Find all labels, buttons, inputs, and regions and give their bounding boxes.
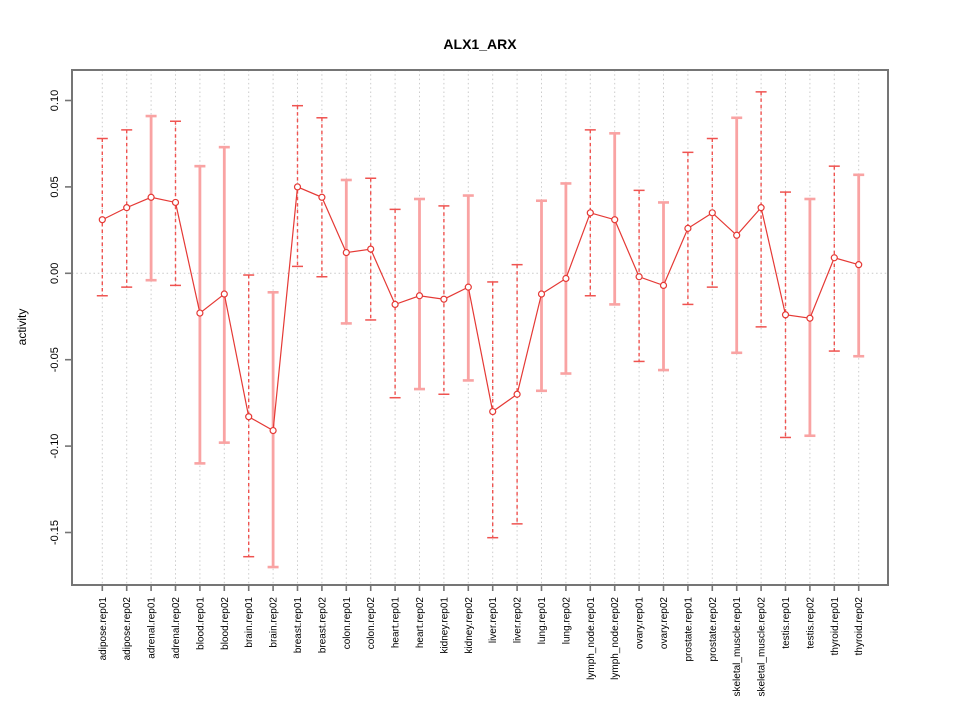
x-tick-label: breast.rep01 xyxy=(293,597,304,654)
data-point xyxy=(318,193,326,201)
data-point xyxy=(269,426,277,435)
x-tick-label: kidney.rep02 xyxy=(464,597,475,654)
x-tick-label: colon.rep01 xyxy=(342,597,353,650)
x-tick-label: testis.rep01 xyxy=(781,597,792,649)
data-point xyxy=(635,273,643,281)
data-point xyxy=(757,204,765,212)
x-tick-label: brain.rep01 xyxy=(244,597,255,648)
y-tick-label: 0.05 xyxy=(49,176,61,197)
x-tick-label: lung.rep01 xyxy=(537,597,548,645)
data-point xyxy=(391,300,399,309)
x-tick-label: lymph_node.rep02 xyxy=(610,597,621,680)
x-tick-label: kidney.rep01 xyxy=(439,597,450,654)
data-point xyxy=(611,216,619,224)
x-tick-label: blood.rep02 xyxy=(220,597,231,650)
x-tick-label: lung.rep02 xyxy=(561,597,572,645)
chart-title: ALX1_ARX xyxy=(443,36,517,52)
x-tick-label: heart.rep01 xyxy=(391,597,402,649)
data-point xyxy=(806,314,814,322)
x-tick-label: adrenal.rep02 xyxy=(171,597,182,659)
x-tick-label: liver.rep01 xyxy=(488,597,499,644)
data-point xyxy=(733,231,741,239)
data-point xyxy=(440,295,448,303)
y-tick-label: -0.15 xyxy=(49,520,61,545)
x-tick-label: ovary.rep01 xyxy=(635,597,646,650)
x-tick-label: lymph_node.rep01 xyxy=(586,597,597,680)
x-tick-label: liver.rep02 xyxy=(513,597,524,644)
data-point xyxy=(537,290,546,298)
x-tick-label: ovary.rep02 xyxy=(659,597,670,650)
data-point xyxy=(684,224,692,232)
x-tick-label: colon.rep02 xyxy=(366,597,377,650)
x-tick-label: prostate.rep01 xyxy=(683,597,694,662)
x-tick-label: heart.rep02 xyxy=(415,597,426,649)
x-tick-label: adrenal.rep01 xyxy=(147,597,158,659)
data-point xyxy=(830,254,838,262)
data-point xyxy=(708,209,716,217)
y-tick-label: 0.00 xyxy=(49,263,61,284)
x-tick-label: thyroid.rep01 xyxy=(830,597,841,656)
y-tick-label: -0.10 xyxy=(49,434,61,459)
data-point xyxy=(562,274,570,283)
data-point xyxy=(464,283,472,291)
series-line xyxy=(102,186,859,432)
x-tick-label: adipose.rep02 xyxy=(122,597,133,661)
y-tick-label: 0.10 xyxy=(49,90,61,111)
data-point xyxy=(171,198,180,207)
data-point xyxy=(415,292,424,300)
data-point xyxy=(123,204,131,212)
data-point xyxy=(245,413,253,421)
x-tick-label: testis.rep02 xyxy=(805,597,816,649)
data-point xyxy=(98,216,106,224)
x-tick-label: adipose.rep01 xyxy=(98,597,109,661)
data-point xyxy=(781,311,790,319)
data-point xyxy=(659,281,668,289)
data-point xyxy=(586,209,594,217)
data-point xyxy=(489,407,497,416)
x-tick-label: brain.rep02 xyxy=(269,597,280,648)
data-point xyxy=(367,245,375,253)
data-point xyxy=(147,193,155,201)
data-point xyxy=(196,309,204,317)
x-tick-label: thyroid.rep02 xyxy=(854,597,865,656)
data-point xyxy=(220,290,228,298)
data-point xyxy=(513,390,521,398)
data-point xyxy=(855,261,863,269)
y-tick-label: -0.05 xyxy=(49,347,61,372)
data-point xyxy=(293,183,302,191)
x-tick-label: prostate.rep02 xyxy=(708,597,719,662)
x-tick-label: skeletal_muscle.rep01 xyxy=(732,597,743,697)
data-point xyxy=(342,248,350,257)
x-tick-label: blood.rep01 xyxy=(195,597,206,650)
plot-box xyxy=(71,69,889,586)
x-tick-label: breast.rep02 xyxy=(317,597,328,654)
x-tick-label: skeletal_muscle.rep02 xyxy=(757,597,768,697)
